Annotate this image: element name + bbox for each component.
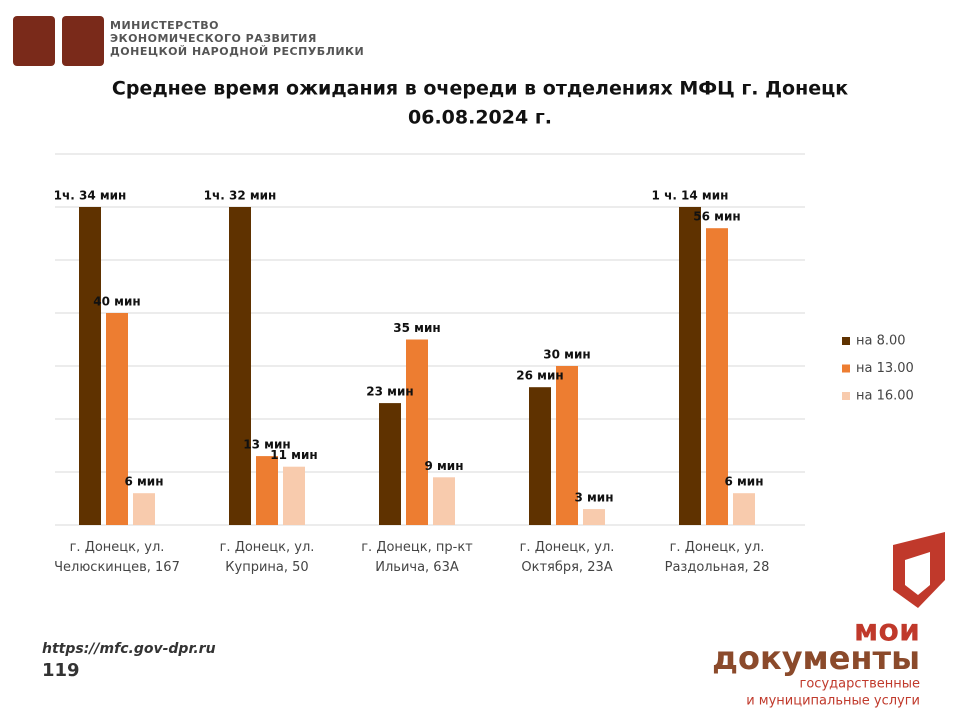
data-label: 9 мин [424,459,463,473]
bar [583,509,605,525]
header-line: ДОНЕЦКОЙ НАРОДНОЙ РЕСПУБЛИКИ [110,45,365,58]
url: https://mfc.gov-dpr.ru [42,641,216,657]
logo-shape [905,552,930,595]
x-tick-label: г. Донецк, ул. Куприна, 50 [219,540,315,575]
logo-text: мои [854,614,920,649]
bar [229,207,251,525]
legend-label: на 13.00 [856,361,914,376]
data-label: 11 мин [270,448,317,462]
legend-swatch [842,337,850,345]
legend-swatch [842,364,850,373]
bar [379,403,401,525]
emblem [62,16,104,66]
bar [406,339,428,525]
x-tick-label: г. Донецк, ул. Октября, 23А [519,540,615,575]
logo-sub: и муниципальные услуги [746,694,920,709]
data-label: 23 мин [366,385,413,399]
logo-sub: государственные [800,677,920,692]
data-label: 13 мин [243,438,290,452]
legend-swatch [842,392,850,400]
bars [79,207,755,525]
legend-label: на 8.00 [856,334,906,349]
bar [256,456,278,525]
bar [106,313,128,525]
data-label: 6 мин [124,475,163,489]
header-line: МИНИСТЕРСТВО [110,19,220,32]
bar [733,493,755,525]
data-label: 1ч. 32 мин [204,189,277,203]
bar [433,477,455,525]
bar [79,207,101,525]
bar [529,387,551,525]
bar [283,466,305,525]
logo-text: документы [712,639,920,677]
emblem [13,16,55,66]
bar [706,228,728,525]
x-tick-label: г. Донецк, ул. Раздольная, 28 [664,540,770,575]
data-label: 1ч. 34 мин [54,189,127,203]
data-label: 30 мин [543,348,590,362]
data-label: 3 мин [574,491,613,505]
bar [133,493,155,525]
legend-label: на 16.00 [856,389,914,404]
bar [679,207,701,525]
data-label: 56 мин [693,210,740,224]
x-tick-label: г. Донецк, пр-кт Ильича, 63А [361,540,473,575]
chart-title: Среднее время ожидания в очереди в отдел… [112,78,848,100]
chart-subtitle: 06.08.2024 г. [408,107,552,129]
data-label: 26 мин [516,369,563,383]
header-line: ЭКОНОМИЧЕСКОГО РАЗВИТИЯ [110,32,317,45]
data-label: 6 мин [724,475,763,489]
data-label: 1 ч. 14 мин [652,189,729,203]
data-label: 40 мин [93,295,140,309]
x-tick-label: г. Донецк, ул. Челюскинцев, 167 [54,540,180,575]
data-label: 35 мин [393,321,440,335]
bar [556,366,578,525]
page-number: 119 [42,660,80,681]
